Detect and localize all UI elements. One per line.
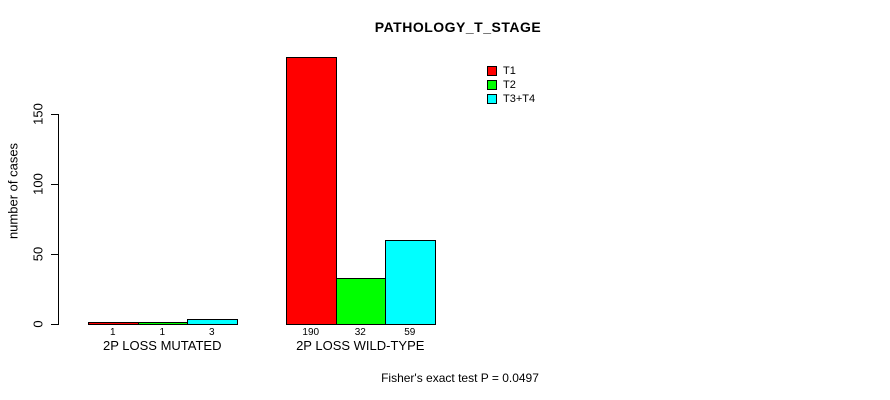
legend: T1 T2 T3+T4 <box>487 64 535 106</box>
bar-T3+T4-group2 <box>385 240 436 325</box>
y-axis-line <box>58 114 59 325</box>
legend-item: T1 <box>487 64 535 78</box>
bar-T2-group2 <box>335 278 386 325</box>
legend-color-swatch <box>487 94 497 104</box>
bar-value-label: 3 <box>208 327 215 338</box>
y-tick <box>51 254 58 255</box>
legend-color-swatch <box>487 80 497 90</box>
bar-value-label: 59 <box>404 327 416 338</box>
y-tick <box>51 114 58 115</box>
x-category-label: 2P LOSS WILD-TYPE <box>296 338 425 353</box>
y-tick <box>51 184 58 185</box>
bar-value-label: 1 <box>109 327 116 338</box>
legend-color-swatch <box>487 66 497 76</box>
y-tick <box>51 324 58 325</box>
bar-T1-group1 <box>88 322 139 325</box>
bar-value-label: 32 <box>354 327 366 338</box>
chart-title: PATHOLOGY_T_STAGE <box>374 19 542 35</box>
bar-value-label: 190 <box>302 327 320 338</box>
legend-item: T2 <box>487 78 535 92</box>
legend-label: T3+T4 <box>503 92 536 105</box>
bar-T3+T4-group1 <box>187 319 238 325</box>
y-axis-label: number of cases <box>5 142 21 240</box>
y-tick-label: 50 <box>30 246 46 262</box>
bar-value-label: 1 <box>159 327 166 338</box>
y-tick-label: 150 <box>30 103 46 125</box>
bar-T1-group2 <box>286 57 337 325</box>
legend-label: T1 <box>503 64 516 77</box>
bar-T2-group1 <box>137 322 188 325</box>
x-category-label: 2P LOSS MUTATED <box>103 338 222 353</box>
legend-label: T2 <box>503 78 516 91</box>
y-tick-label: 0 <box>30 320 46 328</box>
y-tick-label: 100 <box>30 173 46 195</box>
legend-item: T3+T4 <box>487 92 535 106</box>
footer-stat-note: Fisher's exact test P = 0.0497 <box>381 371 539 385</box>
